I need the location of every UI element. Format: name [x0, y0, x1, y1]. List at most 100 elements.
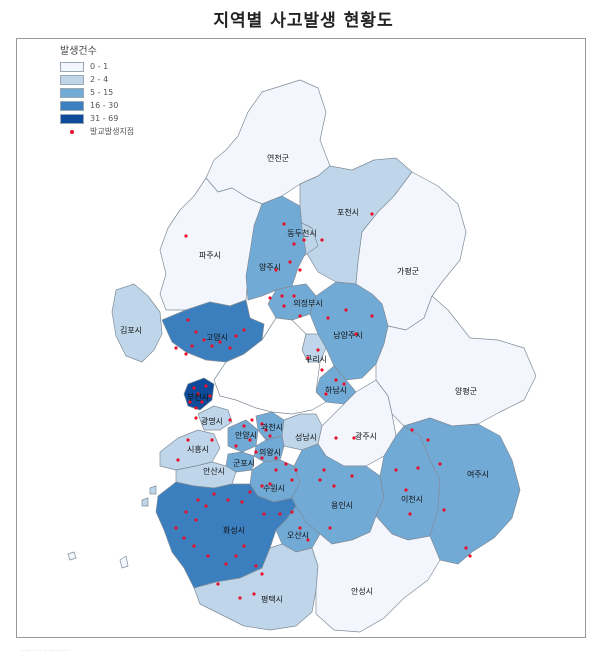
accident-point	[324, 392, 328, 396]
label-hwaseong: 화성시	[223, 526, 245, 535]
accident-point	[202, 338, 206, 342]
accident-point	[194, 330, 198, 334]
accident-point	[260, 572, 264, 576]
label-gwangju: 광주시	[355, 431, 377, 441]
legend-swatch-1	[60, 74, 84, 85]
accident-point	[370, 314, 374, 318]
accident-point	[370, 212, 374, 216]
region-yeoju	[403, 417, 521, 565]
region-gimpo	[111, 283, 163, 363]
accident-point	[208, 394, 212, 398]
legend-row-3: 16 - 30	[60, 99, 134, 112]
region-anseong	[311, 515, 441, 633]
accident-point	[316, 348, 320, 352]
accident-point	[250, 418, 254, 422]
legend-swatch-2	[60, 87, 84, 98]
accident-point	[278, 512, 282, 516]
accident-point	[328, 526, 332, 530]
accident-point	[322, 468, 326, 472]
accident-point	[408, 512, 412, 516]
bottom-note: · ··· · ·· ·· ··· · ··· ·	[22, 648, 70, 655]
label-suwon: 수원시	[263, 484, 285, 493]
accident-point	[264, 428, 268, 432]
accident-point	[280, 294, 284, 298]
accident-point	[302, 238, 306, 242]
label-gapyeong: 가평군	[397, 266, 419, 276]
accident-point	[186, 318, 190, 322]
legend-swatch-3	[60, 100, 84, 111]
label-hanam: 하남시	[325, 385, 347, 395]
label-yongin: 용인시	[331, 500, 353, 510]
accident-point	[242, 424, 246, 428]
accident-point	[416, 466, 420, 470]
accident-point	[326, 316, 330, 320]
accident-point	[174, 346, 178, 350]
accident-point	[194, 406, 198, 410]
accident-point	[344, 308, 348, 312]
accident-point	[184, 234, 188, 238]
accident-point	[290, 478, 294, 482]
label-dongducheon: 동두천시	[287, 228, 316, 238]
accident-point	[194, 416, 198, 420]
accident-point	[468, 554, 472, 558]
legend-swatch-4	[60, 113, 84, 124]
accident-point	[204, 384, 208, 388]
region-island-1	[67, 551, 77, 561]
region-uiwang	[253, 435, 285, 463]
accident-point	[288, 260, 292, 264]
label-siheung: 시흥시	[187, 444, 209, 454]
map-legend: 발생건수 0 - 1 2 - 4 5 - 15 16 - 30 31 - 69 …	[60, 42, 134, 138]
accident-point	[192, 386, 196, 390]
label-gimpo: 김포시	[120, 325, 142, 335]
legend-point-label: 발교발생지점	[90, 127, 135, 136]
label-pocheon: 포천시	[337, 207, 359, 217]
label-osan: 오산시	[287, 530, 309, 540]
label-anseong: 안성시	[351, 586, 373, 596]
label-bucheon: 부천시	[187, 392, 209, 402]
label-yeoju: 여주시	[467, 469, 489, 479]
accident-points	[174, 212, 472, 600]
legend-label-3: 16 - 30	[90, 101, 119, 110]
accident-point	[320, 368, 324, 372]
label-icheon: 이천시	[401, 494, 423, 504]
accident-point	[234, 444, 238, 448]
accident-point	[284, 462, 288, 466]
accident-point	[294, 468, 298, 472]
accident-point	[438, 462, 442, 466]
label-uijeongbu: 의정부시	[293, 298, 322, 308]
label-yeoncheon: 연천군	[267, 153, 289, 163]
accident-point	[174, 526, 178, 530]
accident-point	[248, 438, 252, 442]
accident-point	[184, 510, 188, 514]
accident-point	[216, 582, 220, 586]
accident-point	[238, 596, 242, 600]
legend-swatch-0	[60, 61, 84, 72]
accident-point	[282, 222, 286, 226]
accident-point	[394, 468, 398, 472]
accident-point	[292, 242, 296, 246]
accident-point	[464, 546, 468, 550]
accident-point	[334, 436, 338, 440]
accident-point	[354, 332, 358, 336]
accident-point	[334, 378, 338, 382]
accident-point	[252, 592, 256, 596]
label-uiwang: 의왕시	[259, 447, 281, 457]
accident-point	[190, 344, 194, 348]
accident-point	[194, 518, 198, 522]
map-title: 지역별 사고발생 현황도	[213, 11, 394, 31]
accident-point	[410, 428, 414, 432]
accident-point	[404, 488, 408, 492]
accident-point	[248, 490, 252, 494]
accident-point	[206, 554, 210, 558]
label-pyeongtaek: 평택시	[261, 594, 283, 604]
accident-point	[196, 498, 200, 502]
accident-point	[260, 456, 264, 460]
accident-point	[242, 328, 246, 332]
label-gwacheon: 과천시	[261, 422, 283, 432]
accident-point	[240, 500, 244, 504]
accident-point	[176, 458, 180, 462]
accident-point	[274, 456, 278, 460]
accident-point	[298, 268, 302, 272]
legend-label-1: 2 - 4	[90, 75, 109, 84]
label-gwangmyeong: 광명시	[201, 416, 223, 426]
